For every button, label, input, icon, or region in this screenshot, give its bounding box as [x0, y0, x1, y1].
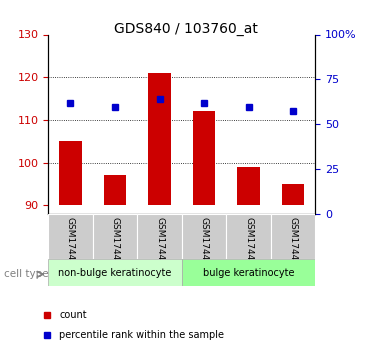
Text: bulge keratinocyte: bulge keratinocyte	[203, 268, 294, 277]
Bar	[271, 214, 315, 259]
Text: GSM17449: GSM17449	[155, 217, 164, 266]
Bar	[48, 259, 182, 286]
Text: non-bulge keratinocyte: non-bulge keratinocyte	[58, 268, 172, 277]
Text: GSM17444: GSM17444	[200, 217, 209, 266]
Text: cell type: cell type	[4, 269, 48, 279]
Bar	[282, 184, 304, 205]
Text: count: count	[59, 310, 87, 320]
Bar	[193, 111, 215, 205]
Bar	[148, 73, 171, 205]
Text: percentile rank within the sample: percentile rank within the sample	[59, 330, 224, 340]
Bar	[93, 214, 137, 259]
Text: GSM17445: GSM17445	[66, 217, 75, 266]
Bar	[182, 214, 226, 259]
Bar	[59, 141, 82, 205]
Text: GSM17448: GSM17448	[111, 217, 119, 266]
Bar	[182, 259, 315, 286]
Text: GSM17447: GSM17447	[289, 217, 298, 266]
Bar	[104, 176, 126, 205]
Bar	[48, 214, 93, 259]
Bar	[137, 214, 182, 259]
Text: GDS840 / 103760_at: GDS840 / 103760_at	[114, 22, 257, 37]
Bar	[237, 167, 260, 205]
Bar	[226, 214, 271, 259]
Text: GSM17446: GSM17446	[244, 217, 253, 266]
